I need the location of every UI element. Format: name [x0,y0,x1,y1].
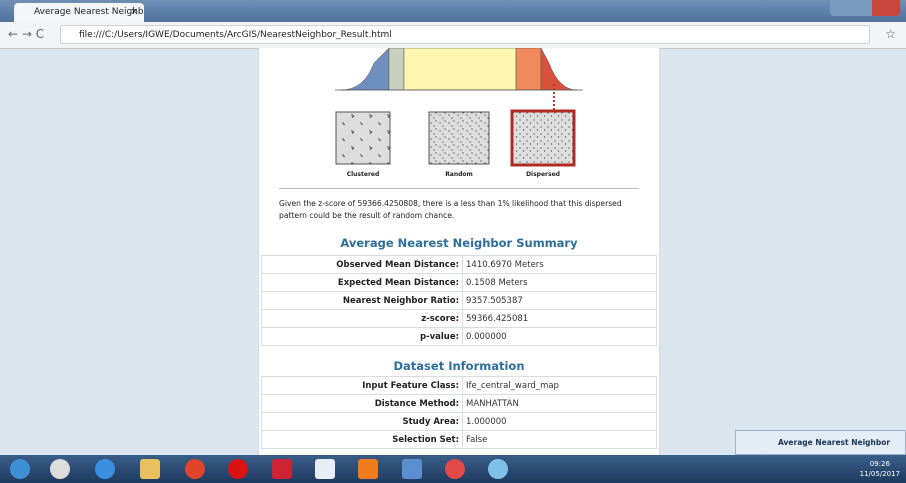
field-label: Expected Mean Distance: [262,274,463,292]
field-label: Observed Mean Distance: [262,256,463,274]
field-label: Nearest Neighbor Ratio: [262,292,463,310]
divider [279,188,639,189]
app-icon[interactable] [358,459,378,479]
time: 09:26 [860,459,900,469]
field-label: Input Feature Class: [262,377,463,395]
app-icon[interactable] [50,459,70,479]
section-title: Average Nearest Neighbor Summary [259,236,659,250]
field-value: MANHATTAN [463,395,657,413]
table-row: p-value:0.000000 [262,328,657,346]
field-value: 59366.425081 [463,310,657,328]
table-row: Study Area:1.000000 [262,413,657,431]
url: file:///C:/Users/IGWE/Documents/ArcGIS/N… [79,30,392,40]
taskbar [0,455,906,483]
description: Given the z-score of 59366.4250808, ther… [279,198,639,222]
field-value: 9357.505387 [463,292,657,310]
tab[interactable]: Average Nearest Neighb× [14,3,144,22]
app-icon[interactable] [228,459,248,479]
field-label: p-value: [262,328,463,346]
app-icon[interactable] [445,459,465,479]
table-row: Observed Mean Distance:1410.6970 Meters [262,256,657,274]
screen: Average Nearest Neighb× ← → C file:///C:… [0,0,906,483]
app-icon[interactable] [488,459,508,479]
table-row: Distance Method:MANHATTAN [262,395,657,413]
start-button[interactable] [10,459,30,479]
app-icon[interactable] [185,459,205,479]
app-icon[interactable] [95,459,115,479]
tab-title: Average Nearest Neighb [34,7,144,17]
section-title: Dataset Information [259,359,659,373]
field-value: False [463,431,657,449]
field-value: 0.1508 Meters [463,274,657,292]
table-row: Nearest Neighbor Ratio:9357.505387 [262,292,657,310]
notification[interactable]: Average Nearest Neighbor [735,430,906,455]
distribution-graphic: Clustered Random Dispersed [259,48,659,183]
address-bar: ← → C file:///C:/Users/IGWE/Documents/Ar… [0,22,906,49]
bookmark-star[interactable]: ☆ [885,27,896,41]
date: 11/05/2017 [860,469,900,479]
report: Clustered Random Dispersed Given the z-s… [258,48,660,455]
field-value: 1410.6970 Meters [463,256,657,274]
url-field[interactable]: file:///C:/Users/IGWE/Documents/ArcGIS/N… [60,25,870,44]
tab-bar: Average Nearest Neighb× [0,0,906,22]
field-label: Selection Set: [262,431,463,449]
app-icon[interactable] [140,459,160,479]
app-icon[interactable] [402,459,422,479]
notification-text: Average Nearest Neighbor [778,438,890,447]
dataset-table: Input Feature Class:Ife_central_ward_map… [261,376,657,449]
field-value: 1.000000 [463,413,657,431]
field-label: Study Area: [262,413,463,431]
nav-buttons[interactable]: ← → C [8,27,44,41]
field-label: Distance Method: [262,395,463,413]
window-controls[interactable] [830,0,900,16]
field-value: 0.000000 [463,328,657,346]
table-row: Expected Mean Distance:0.1508 Meters [262,274,657,292]
pattern-label: Dispersed [526,171,560,178]
field-value: Ife_central_ward_map [463,377,657,395]
app-icon[interactable] [315,459,335,479]
table-row: z-score:59366.425081 [262,310,657,328]
table-row: Input Feature Class:Ife_central_ward_map [262,377,657,395]
pattern-label: Random [445,171,473,178]
table-row: Selection Set:False [262,431,657,449]
field-label: z-score: [262,310,463,328]
app-icon[interactable] [272,459,292,479]
close-tab[interactable]: × [130,3,138,22]
pattern-label: Clustered [347,171,380,178]
